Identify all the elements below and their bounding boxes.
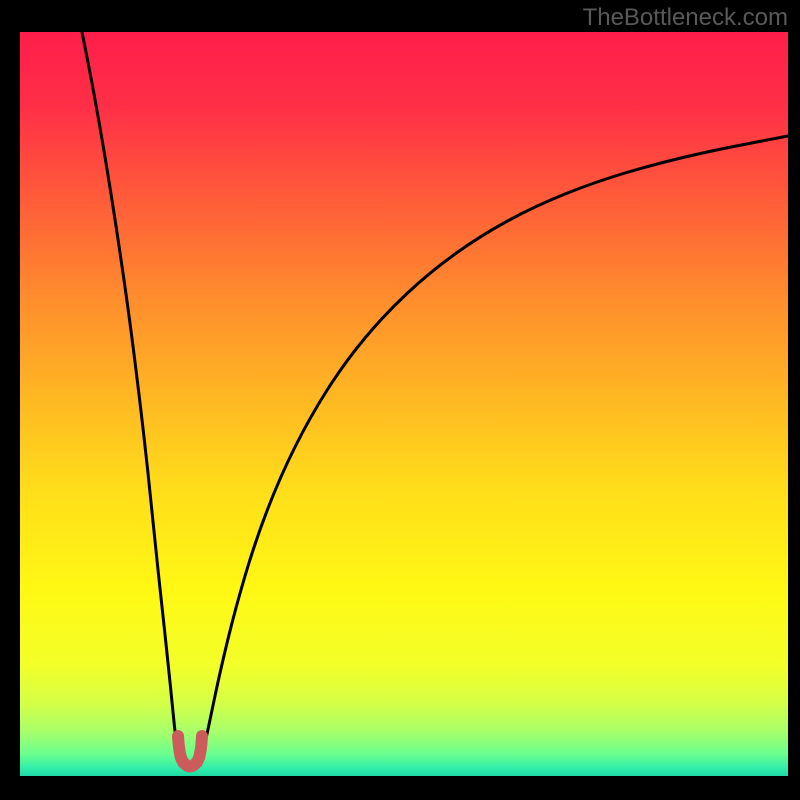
plot-area: [20, 32, 788, 776]
outer-frame: TheBottleneck.com: [0, 0, 800, 800]
watermark-text: TheBottleneck.com: [583, 4, 788, 32]
curve-right: [200, 136, 788, 766]
curve-left: [82, 32, 180, 766]
minimum-marker: [178, 736, 202, 767]
curves-svg: [20, 32, 788, 776]
